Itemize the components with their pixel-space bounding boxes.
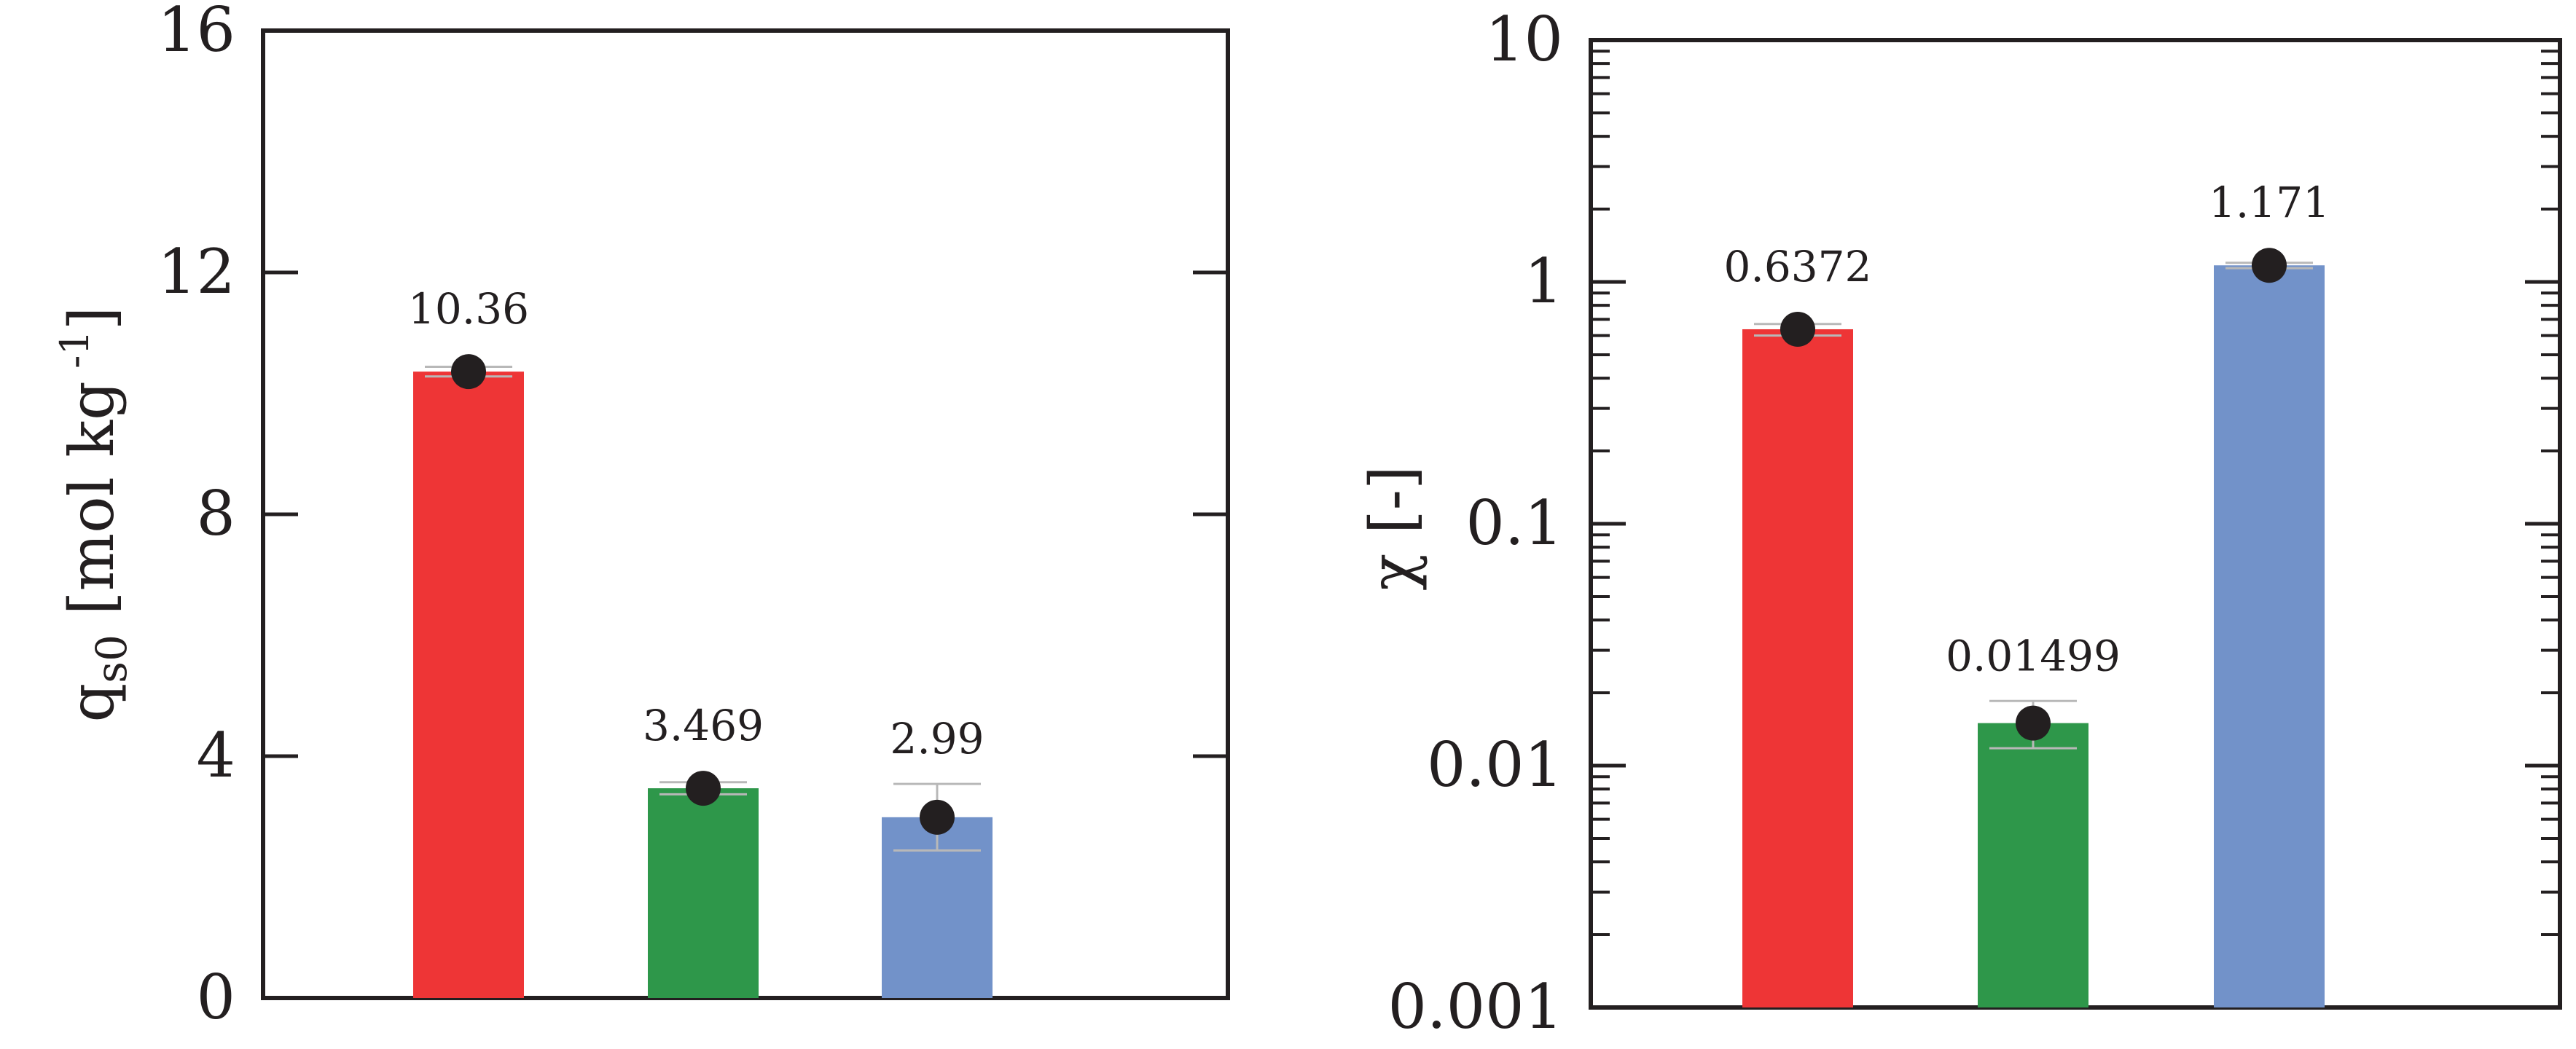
left-y-axis-label: qs0 [mol kg -1] [52,307,136,723]
left-y-tick-label: 0 [197,962,235,1033]
left-data-marker-2 [686,771,721,806]
left-y-tick-label: 8 [197,478,235,549]
right-bar-2 [1978,723,2088,1007]
right-data-label-2: 0.01499 [1946,631,2121,680]
right-bar-1 [1742,329,1853,1007]
left-data-marker-3 [920,799,955,835]
right-y-axis-label: χ [-] [1357,465,1428,591]
right-chart-panel: χ [-] 0.001 0.01 0.1 1 10 0.6372 0.01499 1.171 [1357,4,2562,1042]
left-y-tick-label: 16 [157,0,235,66]
left-data-label-2: 3.469 [643,701,764,750]
left-bar-1 [413,372,524,998]
right-data-marker-1 [1780,311,1815,347]
right-data-marker-2 [2016,705,2051,741]
right-y-tick-label: 0.1 [1465,487,1563,559]
right-y-tick-label: 1 [1524,245,1563,317]
right-data-label-1: 0.6372 [1724,242,1872,291]
left-y-tick-label: 4 [197,720,235,791]
left-data-label-3: 2.99 [890,714,984,763]
left-y-tick-label: 12 [157,236,235,307]
left-chart-panel: qs0 [mol kg -1] 0 4 8 12 16 10.36 3.469 2.99 [52,0,1230,1033]
right-data-marker-3 [2252,248,2287,283]
left-bar-2 [648,788,759,998]
left-data-label-1: 10.36 [408,284,529,334]
right-data-label-3: 1.171 [2209,178,2330,227]
right-bar-3 [2214,265,2325,1007]
left-data-marker-1 [451,354,486,390]
right-y-tick-label: 0.01 [1427,729,1563,801]
right-y-tick-label: 0.001 [1388,971,1563,1042]
right-y-tick-label: 10 [1485,4,1563,75]
